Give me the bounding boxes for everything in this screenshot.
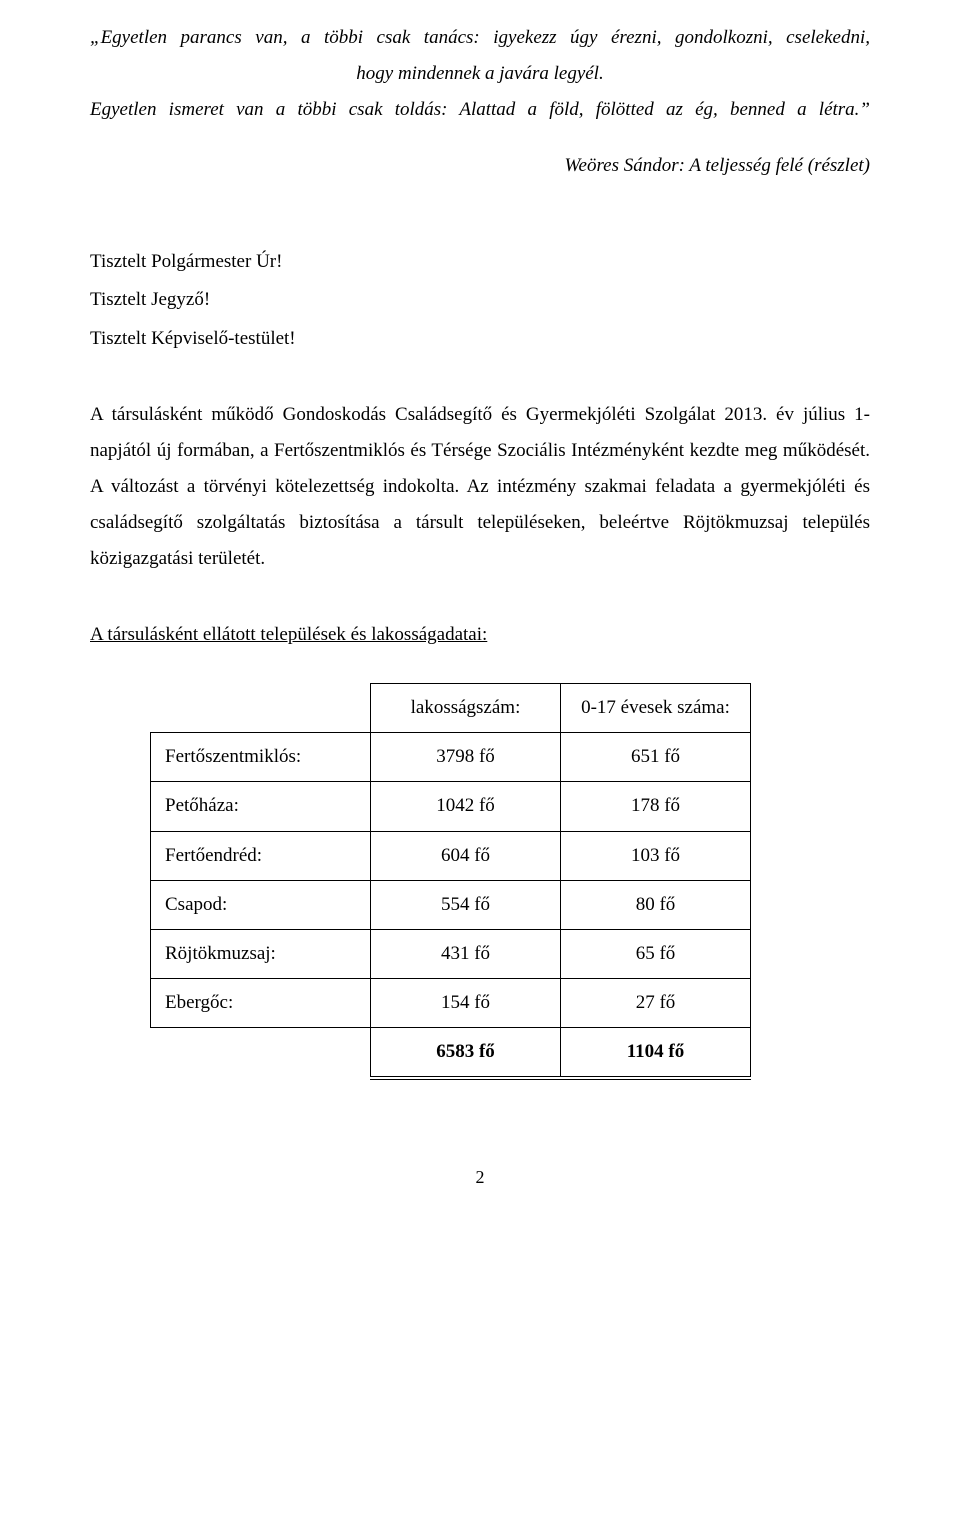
quote-line-1: „Egyetlen parancs van, a többi csak taná… — [90, 20, 870, 56]
table-cell-label: Fertőendréd: — [151, 831, 371, 880]
table-cell-pop: 1042 fő — [371, 782, 561, 831]
salutation-block: Tisztelt Polgármester Úr! Tisztelt Jegyz… — [90, 244, 870, 356]
table-row: Fertőendréd: 604 fő 103 fő — [151, 831, 751, 880]
table-row: Ebergőc: 154 fő 27 fő — [151, 978, 751, 1027]
quote-line-3: Egyetlen ismeret van a többi csak toldás… — [90, 92, 870, 128]
table-header-population: lakosságszám: — [371, 684, 561, 733]
table-cell-pop: 554 fő — [371, 880, 561, 929]
table-cell-label: Röjtökmuzsaj: — [151, 929, 371, 978]
table-row: Petőháza: 1042 fő 178 fő — [151, 782, 751, 831]
salutation-line-2: Tisztelt Jegyző! — [90, 282, 870, 318]
table-row: Csapod: 554 fő 80 fő — [151, 880, 751, 929]
table-cell-label: Ebergőc: — [151, 978, 371, 1027]
quote-line-2: hogy mindennek a javára legyél. — [90, 56, 870, 92]
table-cell-youth: 65 fő — [561, 929, 751, 978]
table-total-row: 6583 fő 1104 fő — [151, 1027, 751, 1078]
page-number: 2 — [90, 1160, 870, 1194]
table-cell-label: Csapod: — [151, 880, 371, 929]
table-cell-label: Fertőszentmiklós: — [151, 733, 371, 782]
table-cell-label: Petőháza: — [151, 782, 371, 831]
table-total-pop: 6583 fő — [371, 1027, 561, 1078]
table-total-blank — [151, 1027, 371, 1078]
table-cell-youth: 651 fő — [561, 733, 751, 782]
table-header-row: lakosságszám: 0-17 évesek száma: — [151, 684, 751, 733]
table-cell-pop: 431 fő — [371, 929, 561, 978]
table-cell-youth: 80 fő — [561, 880, 751, 929]
table-header-youth: 0-17 évesek száma: — [561, 684, 751, 733]
salutation-line-1: Tisztelt Polgármester Úr! — [90, 244, 870, 280]
table-cell-pop: 604 fő — [371, 831, 561, 880]
table-cell-pop: 3798 fő — [371, 733, 561, 782]
table-cell-youth: 178 fő — [561, 782, 751, 831]
table-header-blank — [151, 684, 371, 733]
table-cell-pop: 154 fő — [371, 978, 561, 1027]
table-cell-youth: 27 fő — [561, 978, 751, 1027]
table-row: Röjtökmuzsaj: 431 fő 65 fő — [151, 929, 751, 978]
epigraph-quote: „Egyetlen parancs van, a többi csak taná… — [90, 20, 870, 128]
body-paragraph: A társulásként működő Gondoskodás Család… — [90, 397, 870, 577]
salutation-line-3: Tisztelt Képviselő-testület! — [90, 321, 870, 357]
quote-attribution: Weöres Sándor: A teljesség felé (részlet… — [90, 148, 870, 184]
table-row: Fertőszentmiklós: 3798 fő 651 fő — [151, 733, 751, 782]
table-total-youth: 1104 fő — [561, 1027, 751, 1078]
section-heading: A társulásként ellátott települések és l… — [90, 617, 870, 653]
population-table: lakosságszám: 0-17 évesek száma: Fertősz… — [150, 683, 751, 1080]
table-cell-youth: 103 fő — [561, 831, 751, 880]
